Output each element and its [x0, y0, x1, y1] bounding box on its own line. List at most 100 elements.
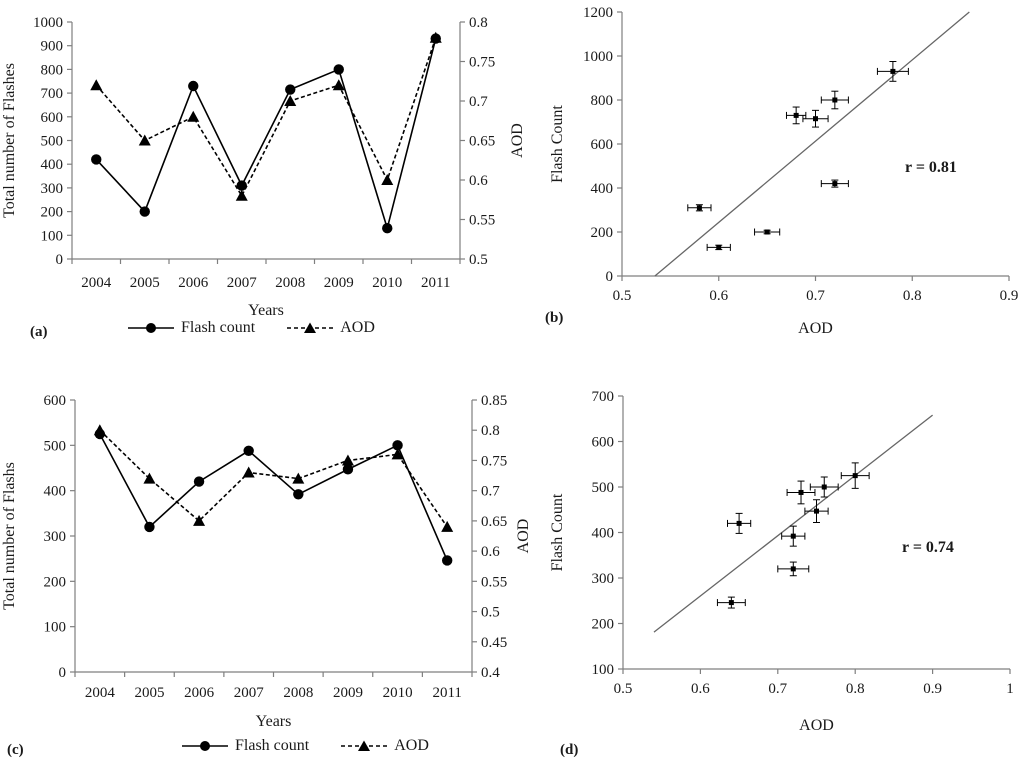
scatter-point	[754, 228, 781, 236]
panel-c-chart: 0 100 200 300 400 500 600 0.4 0.45 0.5 0.55 0.6 0.65…	[1, 393, 532, 730]
y-tick-label: 600	[592, 435, 615, 451]
data-point-marker	[790, 566, 796, 572]
legend-item-flash-count: Flash count	[128, 320, 255, 336]
data-point-triangle	[187, 110, 200, 122]
x-tick-label: 2010	[383, 685, 413, 701]
panel-b-chart: 0 200 400 600 800 1000 1200 0.5 0.6 0.7 0.8 0.9 Flas…	[549, 5, 1018, 337]
right-tick-label: 0.65	[481, 514, 507, 530]
data-point-circle	[293, 489, 304, 500]
legend-label-aod: AOD	[394, 737, 429, 754]
series-line-circle	[99, 433, 448, 561]
x-tick-label: 2011	[421, 275, 450, 291]
y-tick-label: 200	[592, 617, 615, 633]
data-point-circle	[430, 33, 441, 44]
data-point-triangle	[441, 520, 454, 532]
left-tick-label: 0	[56, 252, 64, 268]
x-tick-label: 2006	[178, 275, 209, 291]
data-point-marker	[852, 473, 858, 479]
left-tick-label: 100	[41, 228, 64, 244]
data-point-circle	[392, 440, 403, 451]
left-tick-label: 300	[41, 181, 64, 197]
data-point-triangle	[90, 79, 103, 91]
left-tick-label: 800	[41, 62, 64, 78]
data-point-triangle	[284, 95, 297, 106]
scatter-point	[781, 525, 806, 547]
panel-a-legend: Flash count AOD	[128, 320, 375, 336]
data-point-circle	[94, 428, 106, 440]
y-tick-label: 500	[592, 480, 615, 496]
data-point-marker	[696, 205, 702, 211]
aod-line-icon	[341, 740, 388, 751]
x-tick-label: 0.5	[614, 681, 633, 697]
panel-c: 0 100 200 300 400 500 600 0.4 0.45 0.5 0.55 0.6 0.65…	[0, 385, 532, 770]
panel-a-chart: 0 100 200 300 400 500 600 700 800 900 1000 0.5 0.55 0…	[1, 15, 526, 319]
left-tick-label: 400	[44, 484, 67, 500]
y-tick-label: 1200	[583, 5, 613, 21]
right-tick-label: 0.7	[469, 94, 488, 110]
data-point-marker	[832, 181, 838, 187]
x-tick-label: 2007	[227, 275, 258, 291]
data-point-circle	[243, 445, 254, 456]
x-tick-label: 1	[1006, 681, 1014, 697]
panel-a-letter: (a)	[30, 324, 48, 340]
data-point-triangle	[391, 448, 404, 460]
x-tick-label: 2007	[234, 685, 265, 701]
legend-label-aod: AOD	[340, 319, 375, 336]
correlation-label: r = 0.74	[902, 539, 954, 556]
data-point-triangle	[143, 472, 156, 484]
data-point-marker	[790, 533, 796, 539]
data-point-triangle	[138, 134, 151, 146]
panel-c-letter: (c)	[7, 742, 24, 758]
y-axis-title: Flash Count	[549, 105, 566, 183]
right-tick-label: 0.8	[469, 15, 488, 31]
scatter-point	[809, 476, 839, 498]
x-tick-label: 2011	[432, 685, 461, 701]
right-tick-label: 0.6	[481, 544, 500, 560]
left-tick-label: 600	[41, 110, 64, 126]
series-line-circle	[95, 38, 437, 232]
left-tick-label: 600	[44, 393, 67, 409]
x-tick-label: 0.7	[806, 288, 825, 304]
data-point-circle	[333, 64, 344, 75]
data-point-circle	[285, 84, 296, 95]
trendline	[653, 414, 933, 633]
y-axis-title: Flash Count	[549, 493, 566, 571]
right-tick-label: 0.65	[469, 134, 495, 150]
y-tick-label: 400	[591, 181, 614, 197]
x-tick-label: 0.8	[903, 288, 922, 304]
right-tick-label: 0.55	[481, 574, 507, 590]
right-tick-label: 0.85	[481, 393, 507, 409]
y-tick-label: 700	[592, 389, 615, 405]
right-tick-label: 0.75	[469, 55, 495, 71]
right-tick-label: 0.55	[469, 213, 495, 229]
left-tick-label: 0	[59, 665, 67, 681]
data-point-circle	[342, 464, 354, 475]
data-point-marker	[813, 116, 818, 122]
scatter-point	[706, 243, 731, 251]
scatter-point	[802, 109, 829, 128]
right-tick-label: 0.6	[469, 173, 488, 189]
data-point-marker	[814, 508, 819, 514]
data-point-circle	[91, 154, 102, 165]
data-point-marker	[890, 68, 896, 74]
data-point-triangle	[381, 174, 394, 185]
data-point-marker	[728, 600, 734, 606]
aod-line-icon	[287, 322, 334, 333]
legend-label-flash-count: Flash count	[181, 319, 256, 336]
left-tick-label: 900	[41, 39, 64, 55]
y-tick-label: 200	[591, 225, 614, 241]
scatter-point	[804, 499, 829, 523]
left-tick-label: 1000	[33, 15, 63, 31]
panel-d-chart: 100 200 300 400 500 600 700 0.5 0.6 0.7 0.8 0.9 1 Fla…	[549, 389, 1014, 734]
scatter-point	[840, 462, 870, 489]
scatter-point	[876, 61, 909, 82]
panel-a: 0 100 200 300 400 500 600 700 800 900 1000 0.5 0.55 0…	[0, 0, 526, 385]
right-tick-label: 0.75	[481, 453, 507, 469]
legend-label-flash-count: Flash count	[235, 737, 310, 754]
y-tick-label: 0	[606, 269, 614, 285]
x-tick-label: 2010	[372, 275, 402, 291]
legend-item-aod: AOD	[341, 738, 429, 754]
flash-count-line-icon	[128, 323, 174, 333]
right-axis-title: AOD	[515, 519, 532, 554]
x-tick-label: 2009	[333, 685, 363, 701]
